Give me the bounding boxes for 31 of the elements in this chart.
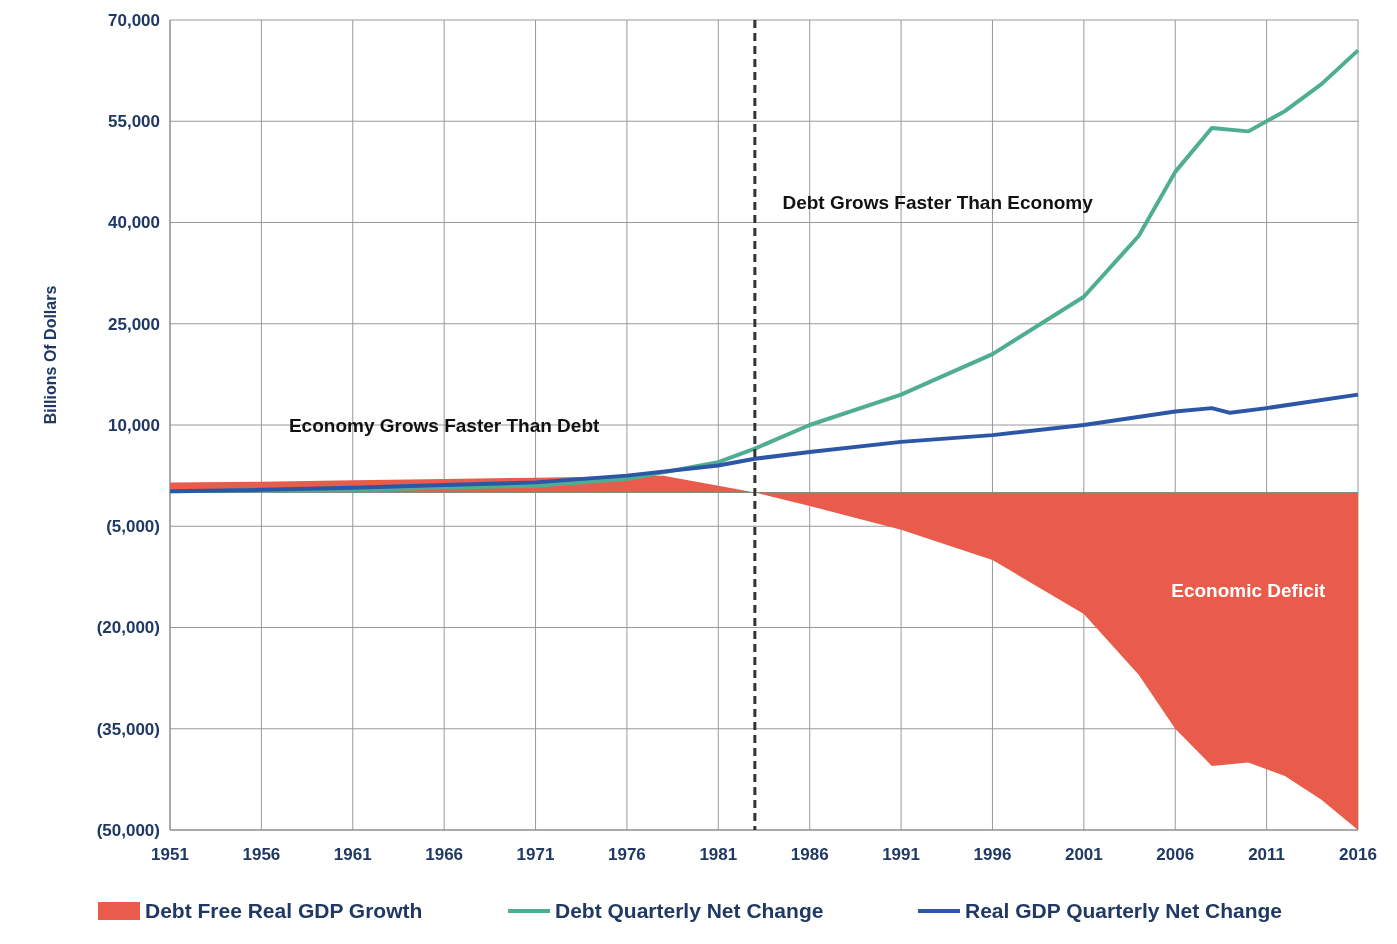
x-tick-label: 1966: [425, 845, 464, 864]
x-tick-label: 1956: [242, 845, 281, 864]
y-tick-label: 40,000: [108, 213, 160, 233]
x-tick-label: 1986: [790, 845, 829, 864]
x-tick-label: 1991: [882, 845, 920, 864]
x-tick-label: 1976: [608, 845, 646, 864]
x-tick-label: 1971: [516, 845, 555, 864]
annotation: Economic Deficit: [1171, 580, 1327, 602]
x-tick-label: 1951: [151, 845, 189, 864]
y-tick-label: 25,000: [108, 314, 160, 334]
annotation: Debt Grows Faster Than Economy: [782, 191, 1094, 213]
legend-label: Real GDP Quarterly Net Change: [965, 899, 1283, 923]
y-tick-label: 70,000: [108, 10, 160, 30]
y-tick-label: 55,000: [108, 112, 160, 132]
y-axis-title: Billions Of Dollars: [42, 285, 59, 425]
y-tick-label: 10,000: [108, 415, 160, 435]
y-tick-label: (50,000): [96, 820, 160, 840]
legend-label: Debt Free Real GDP Growth: [145, 899, 423, 923]
x-tick-label: 2016: [1339, 845, 1377, 864]
y-tick-label: (5,000): [106, 517, 160, 537]
y-tick-label: (20,000): [96, 618, 160, 638]
legend-label: Debt Quarterly Net Change: [555, 899, 824, 923]
y-tick-label: (35,000): [96, 719, 160, 739]
line-series: [168, 392, 1360, 494]
x-tick-label: 1961: [333, 845, 372, 864]
annotation: Economy Grows Faster Than Debt: [288, 414, 601, 436]
x-tick-label: 1996: [973, 845, 1012, 864]
x-tick-label: 2006: [1156, 845, 1195, 864]
x-tick-label: 1981: [699, 845, 738, 864]
x-tick-label: 2011: [1248, 845, 1286, 864]
x-tick-label: 2001: [1064, 845, 1103, 864]
